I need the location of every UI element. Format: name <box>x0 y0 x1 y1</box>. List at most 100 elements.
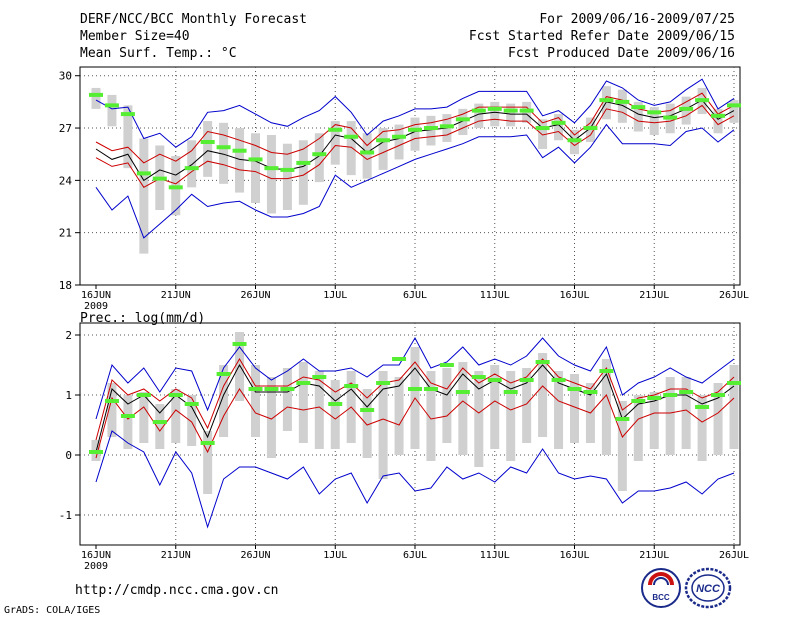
temperature-variable-label: Mean Surf. Temp.: °C <box>80 46 237 61</box>
temp-spread-bar <box>266 135 276 214</box>
temp-median-marker <box>104 103 119 108</box>
temp-median-marker <box>312 152 327 157</box>
temp-median-marker <box>599 98 614 103</box>
prec-y-tick-label: 1 <box>65 389 72 402</box>
temp-spread-bar <box>107 94 117 127</box>
prec-spread-bar <box>235 332 245 401</box>
temp-lower-spread-line <box>95 123 735 239</box>
prec-lower-spread-line <box>95 430 735 529</box>
temp-spread-bar <box>713 108 723 134</box>
temp-median-marker <box>360 150 375 155</box>
temp-median-marker <box>89 92 103 97</box>
bcc-logo: BCC <box>641 568 681 608</box>
temp-x-tick-label: 16JUL <box>559 290 589 301</box>
temp-spread-bar <box>474 103 484 129</box>
prec-median-marker <box>264 387 279 391</box>
prec-median-marker <box>695 405 710 409</box>
prec-y-tick-label: 0 <box>65 449 72 462</box>
prec-spread-bar <box>617 401 627 491</box>
temp-median-marker <box>168 185 183 190</box>
temp-x-tick-label: 1JUL <box>323 290 347 301</box>
temp-median-marker <box>392 134 407 139</box>
temp-y-tick-label: 18 <box>59 279 72 292</box>
temp-spread-bar <box>330 121 340 165</box>
temp-spread-bar <box>123 105 133 169</box>
prec-spread-bar <box>697 395 707 461</box>
temp-median-marker <box>487 106 502 111</box>
prec-spread-bar <box>506 371 516 461</box>
produced-date-label: Fcst Produced Date 2009/06/16 <box>508 46 735 61</box>
temp-median-marker <box>663 115 678 120</box>
temp-x-tick-label: 26JUN <box>240 290 270 301</box>
prec-spread-bar <box>362 389 372 458</box>
prec-median-marker <box>136 393 151 397</box>
prec-spread-bar <box>378 371 388 479</box>
ncc-logo-text: NCC <box>696 583 721 595</box>
temp-median-marker <box>184 166 199 171</box>
prec-median-marker <box>280 387 295 391</box>
prec-spread-bar <box>219 365 229 437</box>
prec-spread-bar <box>203 431 213 494</box>
prec-median-marker <box>232 342 247 346</box>
temp-spread-bar <box>554 114 564 141</box>
prec-x-tick-label: 16JUN <box>81 550 111 561</box>
footer-url[interactable]: http://cmdp.ncc.cma.gov.cn <box>75 583 279 598</box>
prec-spread-bar <box>171 389 181 443</box>
prec-spread-bar <box>442 368 452 443</box>
temp-spread-bar <box>506 103 516 127</box>
prec-median-marker <box>727 381 741 385</box>
prec-spread-bar <box>729 365 739 449</box>
prec-spread-bar <box>538 353 548 437</box>
temp-median-marker <box>583 126 598 131</box>
temp-median-marker <box>455 117 470 122</box>
prec-spread-bar <box>665 377 675 455</box>
prec-spread-bar <box>474 371 484 467</box>
prec-spread-bar <box>554 371 564 449</box>
prec-median-marker <box>583 390 598 394</box>
prec-spread-bar <box>298 362 308 443</box>
temp-spread-bar <box>346 121 356 176</box>
temp-plot-frame <box>79 66 741 286</box>
prec-spread-bar <box>633 395 643 461</box>
prec-median-marker <box>408 387 422 391</box>
prec-spread-bar <box>601 359 611 455</box>
prec-median-marker <box>503 390 518 394</box>
temp-median-marker <box>136 171 151 176</box>
temp-x-year-label: 2009 <box>84 301 108 312</box>
temp-spread-bar <box>91 87 101 109</box>
temp-median-marker <box>695 98 710 103</box>
forecast-period-label: For 2009/06/16-2009/07/25 <box>539 12 735 27</box>
temp-median-marker <box>631 105 646 110</box>
prec-spread-bar <box>522 368 532 443</box>
prec-median-marker <box>344 384 359 388</box>
prec-median-marker <box>615 417 630 421</box>
temp-x-tick-label: 6JUL <box>403 290 427 301</box>
chart-title: DERF/NCC/BCC Monthly Forecast <box>80 12 307 27</box>
temp-median-marker <box>152 176 167 181</box>
prec-median-marker <box>152 420 167 424</box>
prec-median-marker <box>392 357 407 361</box>
prec-spread-bar <box>155 404 165 449</box>
temp-spread-bar <box>298 140 308 205</box>
temp-spread-bar <box>426 115 436 146</box>
prec-spread-bar <box>681 377 691 449</box>
prec-median-marker <box>104 399 119 403</box>
temp-spread-bar <box>394 124 404 160</box>
precipitation-variable-label: Prec.: log(mm/d) <box>80 311 205 326</box>
prec-spread-bar <box>394 377 404 455</box>
prec-median-marker <box>599 369 614 373</box>
temp-spread-bar <box>633 101 643 132</box>
prec-spread-bar <box>107 383 117 437</box>
temp-spread-bar <box>187 140 197 188</box>
prec-x-year-label: 2009 <box>84 561 108 572</box>
prec-median-marker <box>296 381 311 385</box>
prec-spread-bar <box>139 392 149 443</box>
prec-median-marker <box>328 402 343 406</box>
prec-median-marker <box>631 399 646 403</box>
prec-spread-bar <box>570 374 579 443</box>
prec-plot-frame <box>79 322 741 546</box>
prec-x-tick-label: 26JUL <box>719 550 749 561</box>
temp-median-marker <box>535 126 550 131</box>
prec-median-marker <box>89 450 103 454</box>
temp-spread-bar <box>362 133 372 179</box>
